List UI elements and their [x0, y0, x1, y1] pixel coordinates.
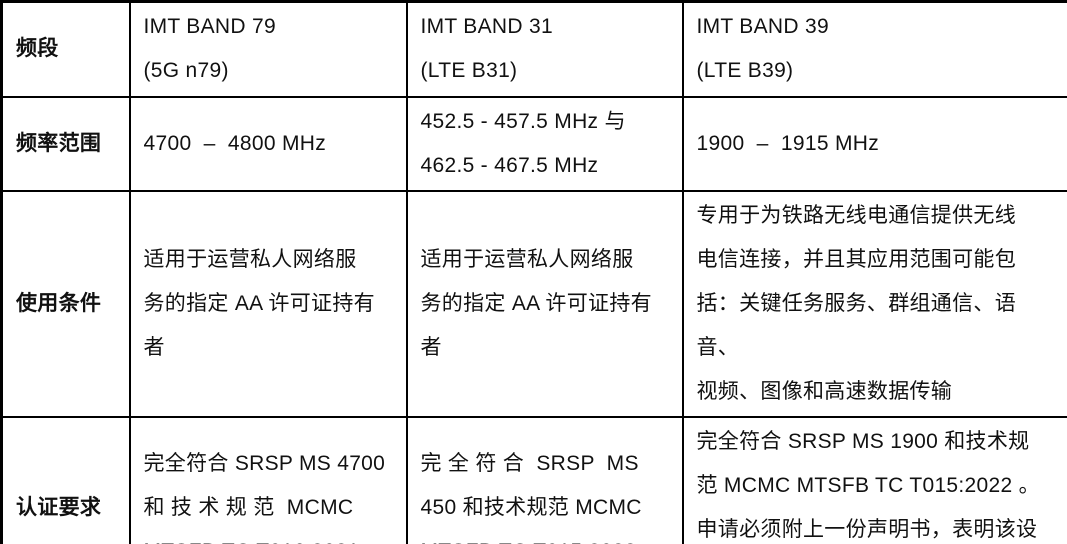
cell-cert-imt31: 完 全 符 合 SRSP MS 450 和技术规范 MCMC MTSFB TC … — [405, 415, 684, 544]
cell-freq-imt39: 1900 – 1915 MHz — [681, 95, 1067, 192]
cell-band-imt31: IMT BAND 31 (LTE B31) — [405, 0, 684, 98]
cell-usage-imt39: 专用于为铁路无线电通信提供无线 电信连接，并且其应用范围可能包 括：关键任务服务… — [681, 189, 1067, 418]
cell-band-imt39: IMT BAND 39 (LTE B39) — [681, 0, 1067, 98]
cell-cert-imt79: 完全符合 SRSP MS 4700 和 技 术 规 范 MCMC MTSFB T… — [128, 415, 408, 544]
cell-cert-imt39: 完全符合 SRSP MS 1900 和技术规 范 MCMC MTSFB TC T… — [681, 415, 1067, 544]
table-row-frequency-range: 频率范围 4700 – 4800 MHz 452.5 - 457.5 MHz 与… — [0, 95, 1067, 192]
cell-usage-imt31: 适用于运营私人网络服 务的指定 AA 许可证持有 者 — [405, 189, 684, 418]
table-row-usage-conditions: 使用条件 适用于运营私人网络服 务的指定 AA 许可证持有 者 适用于运营私人网… — [0, 189, 1067, 418]
row-header-certification-requirements: 认证要求 — [0, 415, 131, 544]
cell-freq-imt31: 452.5 - 457.5 MHz 与 462.5 - 467.5 MHz — [405, 95, 684, 192]
row-header-band: 频段 — [0, 0, 131, 98]
table-row-band: 频段 IMT BAND 79 (5G n79) IMT BAND 31 (LTE… — [0, 0, 1067, 98]
cell-usage-imt79: 适用于运营私人网络服 务的指定 AA 许可证持有 者 — [128, 189, 408, 418]
cell-freq-imt79: 4700 – 4800 MHz — [128, 95, 408, 192]
row-header-frequency-range: 频率范围 — [0, 95, 131, 192]
table-row-certification-requirements: 认证要求 完全符合 SRSP MS 4700 和 技 术 规 范 MCMC MT… — [0, 415, 1067, 544]
row-header-usage-conditions: 使用条件 — [0, 189, 131, 418]
cell-band-imt79: IMT BAND 79 (5G n79) — [128, 0, 408, 98]
